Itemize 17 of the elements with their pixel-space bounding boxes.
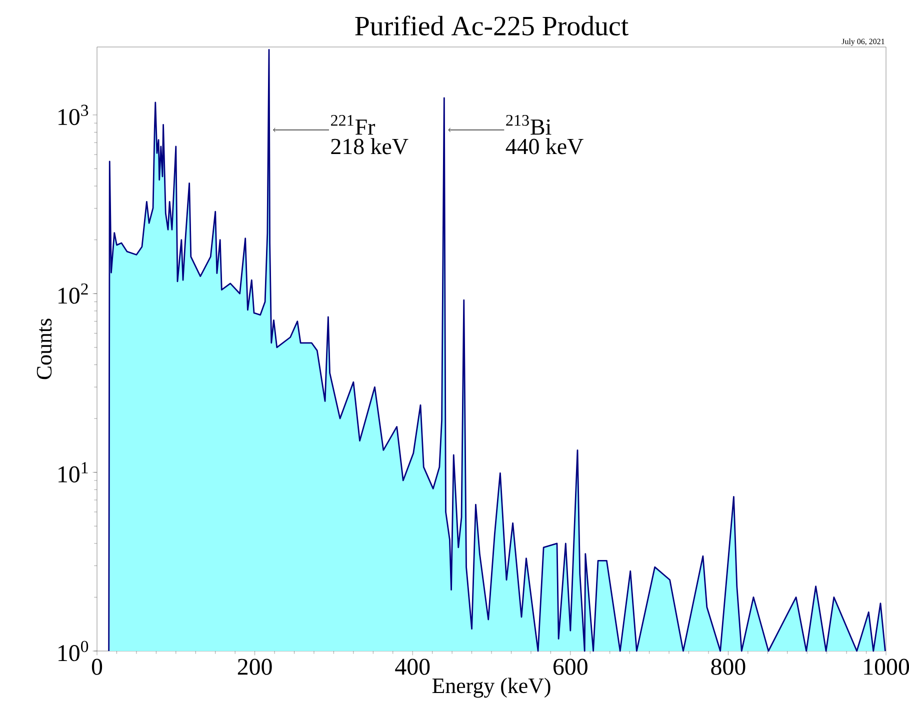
annotation: $^{213}$Bi: [506, 114, 552, 135]
x-tick-label: 1000: [864, 658, 909, 675]
y-tick-label: 10$^{0}$: [58, 640, 88, 662]
annotation: $^{221}$Fr: [331, 115, 376, 135]
x-tick-label: 400: [395, 658, 430, 675]
y-axis-title: Counts: [36, 318, 52, 380]
x-tick-label: 600: [554, 658, 588, 675]
chart-title: Purified Ac-225 Product: [355, 16, 628, 36]
y-tick-label: 10$^{3}$: [58, 104, 88, 126]
x-tick-label: 800: [711, 658, 746, 675]
x-tick-label: 0: [92, 658, 102, 675]
x-tick-label: 200: [238, 658, 272, 675]
y-tick-label: 10$^{1}$: [58, 462, 88, 482]
annotation: 440 keV: [506, 138, 584, 154]
annotation: 218 keV: [331, 138, 408, 154]
x-axis-title: Energy (keV): [432, 678, 550, 698]
y-tick-label: 10$^{2}$: [58, 283, 88, 304]
